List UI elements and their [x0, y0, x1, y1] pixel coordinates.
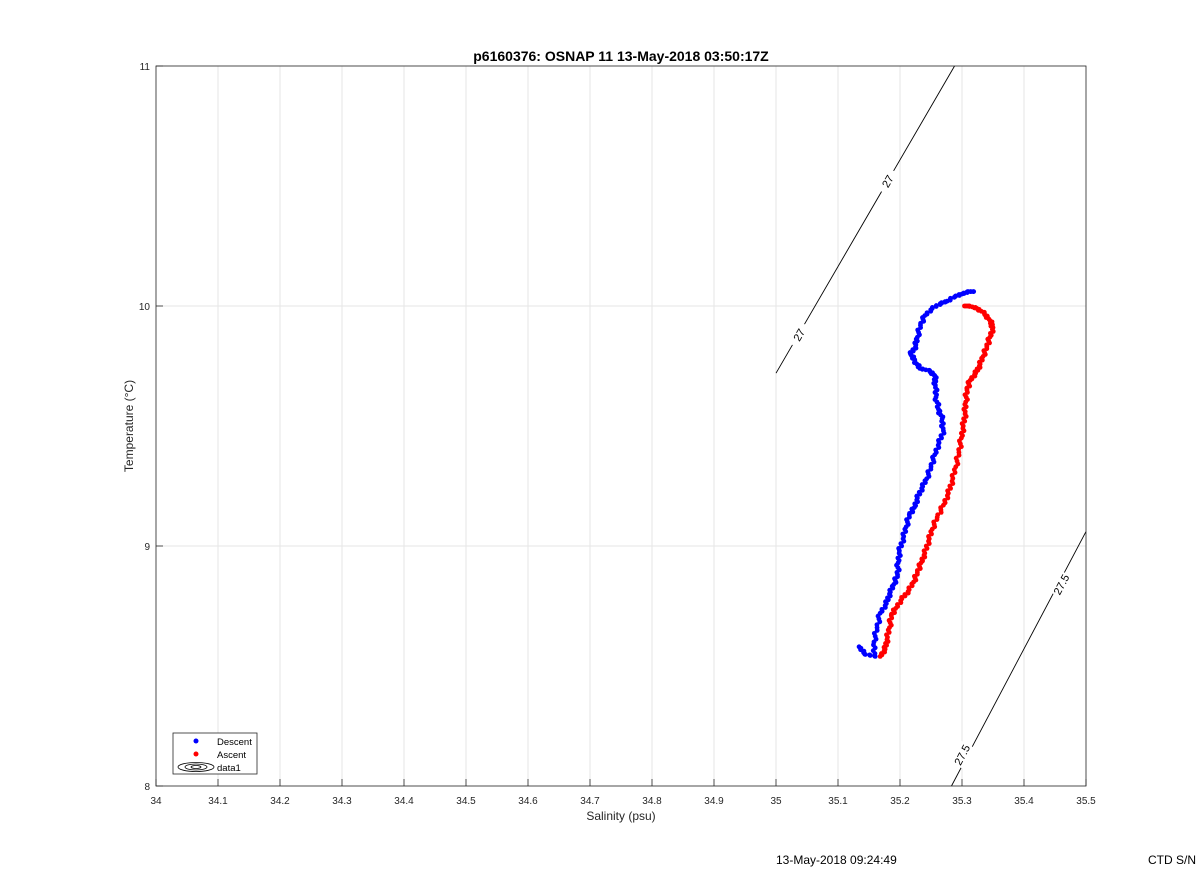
- data-points: [856, 289, 996, 659]
- legend-contour-icon: [177, 762, 215, 772]
- contour-label-mask: [786, 320, 812, 349]
- y-tick-label: 8: [144, 782, 150, 793]
- x-tick-label: 34.6: [518, 796, 538, 807]
- descent-point: [929, 305, 935, 310]
- descent-point: [933, 303, 939, 308]
- footer-timestamp: 13-May-2018 09:24:49: [776, 853, 897, 867]
- x-tick-label: 34.5: [456, 796, 476, 807]
- legend-data1-label: data1: [217, 763, 241, 774]
- contour-label-mask: [875, 167, 900, 196]
- y-tick-label: 11: [140, 62, 151, 73]
- descent-point: [970, 289, 976, 294]
- descent-point: [867, 653, 873, 658]
- legend-descent-label: Descent: [217, 737, 252, 748]
- x-tick-label: 35.3: [952, 796, 972, 807]
- x-tick-label: 34.8: [642, 796, 662, 807]
- x-tick-label: 35: [770, 796, 782, 807]
- x-tick-label: 34.9: [704, 796, 724, 807]
- contour-label-mask: [950, 740, 974, 769]
- contour-label-mask: [1049, 570, 1073, 599]
- density-contour-line: [775, 65, 955, 374]
- descent-point: [862, 652, 868, 657]
- ascent-point: [949, 473, 955, 478]
- x-tick-label: 34.4: [394, 796, 414, 807]
- legend-descent-marker: [193, 738, 199, 744]
- ascent-point: [935, 512, 941, 518]
- x-tick-label: 34.3: [332, 796, 352, 807]
- descent-point: [924, 310, 930, 316]
- legend-box: [172, 732, 258, 775]
- legend-ascent-marker: [193, 751, 199, 757]
- ascent-point: [962, 303, 967, 309]
- contour-label: 27: [792, 327, 809, 344]
- y-tick-label: 9: [144, 542, 150, 553]
- chart-title: p6160376: OSNAP 11 13-May-2018 03:50:17Z: [473, 48, 769, 64]
- plot-area: [156, 66, 1086, 786]
- x-tick-label: 34: [150, 796, 162, 807]
- axis-ticks: 34 34.1 34.2 34.3 34.4 34.5 34.6 34.7 34.8 34.9 35…: [139, 62, 1096, 807]
- x-tick-label: 34.2: [270, 796, 290, 807]
- axes-box: [155, 65, 1087, 787]
- x-tick-label: 35.1: [828, 796, 848, 807]
- x-tick-label: 35.5: [1076, 796, 1096, 807]
- legend: Descent Ascent data1: [172, 732, 258, 775]
- x-tick-label: 34.1: [208, 796, 228, 807]
- x-tick-label: 35.4: [1014, 796, 1034, 807]
- contour-label: 27: [880, 173, 897, 190]
- y-tick-label: 10: [139, 302, 151, 313]
- x-tick-label: 34.7: [580, 796, 600, 807]
- legend-ascent-label: Ascent: [217, 750, 246, 761]
- x-axis-label: Salinity (psu): [586, 809, 655, 823]
- descent-point: [948, 295, 953, 301]
- y-axis-label: Temperature (°C): [122, 380, 136, 472]
- x-tick-label: 35.2: [890, 796, 910, 807]
- footer-ctd-serial: CTD S/N: [1148, 853, 1196, 867]
